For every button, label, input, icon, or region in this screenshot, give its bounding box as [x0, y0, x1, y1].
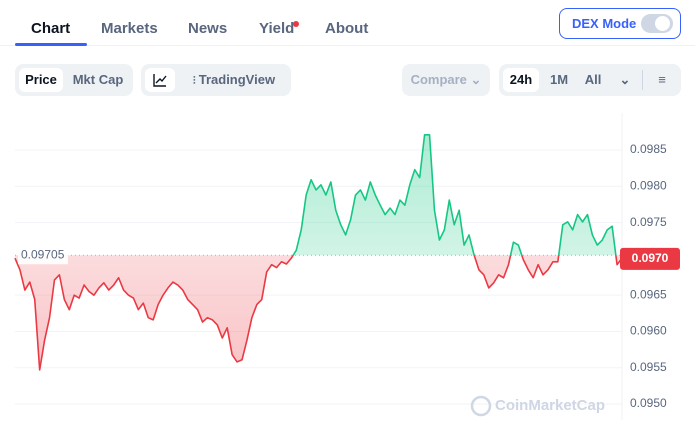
y-tick-label: 0.0985: [630, 142, 667, 156]
toggle[interactable]: [641, 14, 673, 33]
toggle-button[interactable]: Mkt Cap: [72, 72, 124, 87]
baseline-label: 0.09705: [21, 247, 65, 261]
area-up: [293, 134, 616, 256]
y-tick-label: 0.0950: [630, 396, 667, 410]
dex-mode-label: DEX Mode: [572, 16, 637, 31]
y-tick-label: 0.0955: [630, 360, 667, 374]
text: Compare: [410, 72, 467, 87]
line-icon-button[interactable]: [145, 68, 175, 92]
current-price-box: [620, 247, 680, 270]
divider: [0, 45, 695, 46]
tab[interactable]: News: [188, 20, 228, 37]
notification-dot: [293, 21, 299, 27]
icon: [153, 74, 167, 87]
current-price-label: 0.0970: [632, 251, 669, 265]
baseline-label-bg: [18, 246, 68, 265]
tab[interactable]: Yield: [259, 20, 295, 37]
tab-underline: [15, 43, 87, 46]
range-button[interactable]: All: [584, 72, 602, 87]
tab[interactable]: Markets: [101, 20, 158, 37]
y-tick-label: 0.0975: [630, 215, 667, 229]
range-group: 24h 1M All ⌄ ≡: [499, 64, 681, 96]
y-tick-label: 0.0980: [630, 178, 667, 192]
watermark: CoinMarketCap: [495, 397, 605, 414]
watermark-logo: [470, 395, 492, 417]
dex-mode-button[interactable]: DEX Mode: [559, 8, 681, 39]
price-line: [14, 133, 623, 371]
tab[interactable]: Chart: [31, 20, 71, 37]
tab[interactable]: About: [325, 20, 369, 37]
area-down: [15, 255, 622, 370]
chart-type: ⫶ TradingView: [141, 64, 291, 96]
y-tick-label: 0.0965: [630, 287, 667, 301]
button-label: TradingView: [198, 72, 276, 87]
tradingview-button[interactable]: ⫶ TradingView: [192, 72, 276, 87]
range-button[interactable]: 24h: [503, 68, 539, 92]
range-button[interactable]: 1M: [549, 72, 569, 87]
compare-label: Compare ⌄: [410, 72, 482, 87]
toggle-button[interactable]: Price: [19, 68, 63, 92]
y-tick-label: 0.0960: [630, 324, 667, 338]
settings-button[interactable]: ≡: [658, 72, 666, 87]
price-toggle: Price Mkt Cap: [15, 64, 133, 96]
dropdown[interactable]: ⌄: [619, 72, 631, 87]
compare[interactable]: Compare ⌄: [402, 64, 490, 96]
